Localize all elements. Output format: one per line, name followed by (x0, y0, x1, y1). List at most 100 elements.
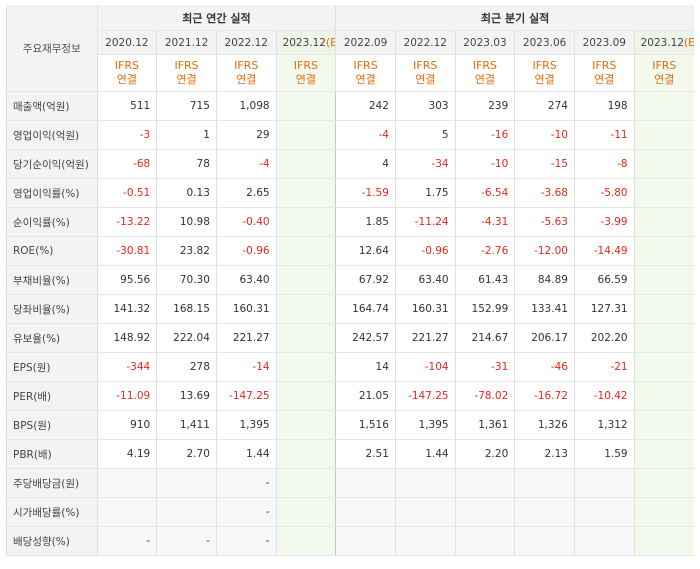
value-cell (96, 497, 157, 527)
value-cell: 715 (156, 91, 217, 121)
row-label: 유보율(%) (6, 323, 98, 353)
consolidated-label: 연결 (295, 73, 317, 86)
row-label: PBR(배) (6, 439, 98, 469)
ifrs-label: IFRS (353, 59, 378, 72)
value-cell: 0.13 (156, 178, 217, 208)
value-cell (335, 497, 396, 527)
ifrs-label: IFRS (532, 59, 557, 72)
value-cell: -2.76 (454, 236, 515, 266)
row-label: ROE(%) (6, 236, 98, 266)
value-cell: 1,312 (573, 410, 635, 440)
value-cell: -4 (215, 149, 277, 179)
value-cell: 61.43 (454, 265, 515, 295)
value-cell (394, 468, 456, 498)
value-cell: 152.99 (454, 294, 515, 324)
quarter-period-header: 2022.12 (394, 30, 456, 55)
value-cell: -6.54 (454, 178, 515, 208)
value-cell: -0.51 (96, 178, 157, 208)
value-cell: -31 (454, 352, 515, 382)
value-cell (394, 526, 456, 556)
value-cell (633, 120, 694, 150)
value-cell: 1,395 (215, 410, 277, 440)
value-cell: -13.22 (96, 207, 157, 237)
value-cell (633, 526, 694, 556)
value-cell: 2.51 (335, 439, 396, 469)
value-cell: -147.25 (394, 381, 456, 411)
value-cell (573, 526, 635, 556)
ifrs-label: IFRS (174, 59, 199, 72)
value-cell: 1.44 (215, 439, 277, 469)
value-cell (335, 468, 396, 498)
value-cell (96, 468, 157, 498)
value-cell (275, 120, 336, 150)
value-cell: -5.63 (514, 207, 575, 237)
value-cell (335, 526, 396, 556)
value-cell (156, 468, 217, 498)
value-cell: 5 (394, 120, 456, 150)
value-cell: 221.27 (215, 323, 277, 353)
value-cell: -1.59 (335, 178, 396, 208)
estimate-marker: (E) (325, 36, 336, 49)
ifrs-consolidated-badge: IFRS 연결 (96, 54, 157, 92)
value-cell (514, 497, 575, 527)
value-cell: 4 (335, 149, 396, 179)
value-cell: 239 (454, 91, 515, 121)
value-cell (633, 265, 694, 295)
row-label: PER(배) (6, 381, 98, 411)
value-cell: -104 (394, 352, 456, 382)
ifrs-consolidated-badge: IFRS 연결 (394, 54, 456, 92)
ifrs-consolidated-badge: IFRS 연결 (514, 54, 575, 92)
value-cell: -46 (514, 352, 575, 382)
consolidated-label: 연결 (116, 73, 137, 86)
value-cell: 2.70 (156, 439, 217, 469)
value-cell: 206.17 (514, 323, 575, 353)
row-label: EPS(원) (6, 352, 98, 382)
table-row: 매출액(억원) 511 715 1,098 242 303 239 274 198 (6, 91, 694, 121)
value-cell (454, 468, 515, 498)
value-cell: -3.68 (514, 178, 575, 208)
quarter-group-title: 최근 분기 실적 (335, 5, 694, 31)
consolidated-label: 연결 (176, 73, 197, 86)
table-row: 주당배당금(원) - (6, 468, 694, 498)
value-cell: 202.20 (573, 323, 635, 353)
value-cell: - (156, 526, 217, 556)
value-cell: -5.80 (573, 178, 635, 208)
value-cell: 14 (335, 352, 396, 382)
ifrs-label: IFRS (652, 59, 677, 72)
consolidated-label: 연결 (654, 73, 675, 86)
value-cell: -4 (335, 120, 396, 150)
value-cell: -10 (454, 149, 515, 179)
value-cell: -68 (96, 149, 157, 179)
value-cell (275, 468, 336, 498)
row-label: BPS(원) (6, 410, 98, 440)
value-cell: - (96, 526, 157, 556)
value-cell: 1.85 (335, 207, 396, 237)
value-cell (514, 468, 575, 498)
value-cell: 141.32 (96, 294, 157, 324)
value-cell: -10 (514, 120, 575, 150)
value-cell: 21.05 (335, 381, 396, 411)
row-label: 배당성향(%) (6, 526, 98, 556)
value-cell (275, 91, 336, 121)
consolidated-label: 연결 (236, 73, 257, 86)
ifrs-label: IFRS (472, 59, 498, 72)
ifrs-label: IFRS (592, 59, 617, 72)
value-cell: -11.24 (394, 207, 456, 237)
value-cell: 10.98 (156, 207, 217, 237)
ifrs-consolidated-badge: IFRS 연결 (156, 54, 217, 92)
value-cell (275, 207, 336, 237)
value-cell: -16.72 (514, 381, 575, 411)
table-row: 배당성향(%) - - - (6, 526, 694, 556)
ifrs-consolidated-badge: IFRS 연결 (454, 54, 515, 92)
value-cell: -21 (573, 352, 635, 382)
value-cell (633, 178, 694, 208)
value-cell: -34 (394, 149, 456, 179)
ifrs-label: IFRS (234, 59, 259, 72)
row-label: 부채비율(%) (6, 265, 98, 295)
row-label: 영업이익(억원) (6, 120, 98, 150)
ifrs-consolidated-badge: IFRS 연결 (573, 54, 635, 92)
value-cell: 1,516 (335, 410, 396, 440)
row-header-label: 주요재무정보 (6, 5, 98, 92)
value-cell (275, 323, 336, 353)
value-cell: 70.30 (156, 265, 217, 295)
